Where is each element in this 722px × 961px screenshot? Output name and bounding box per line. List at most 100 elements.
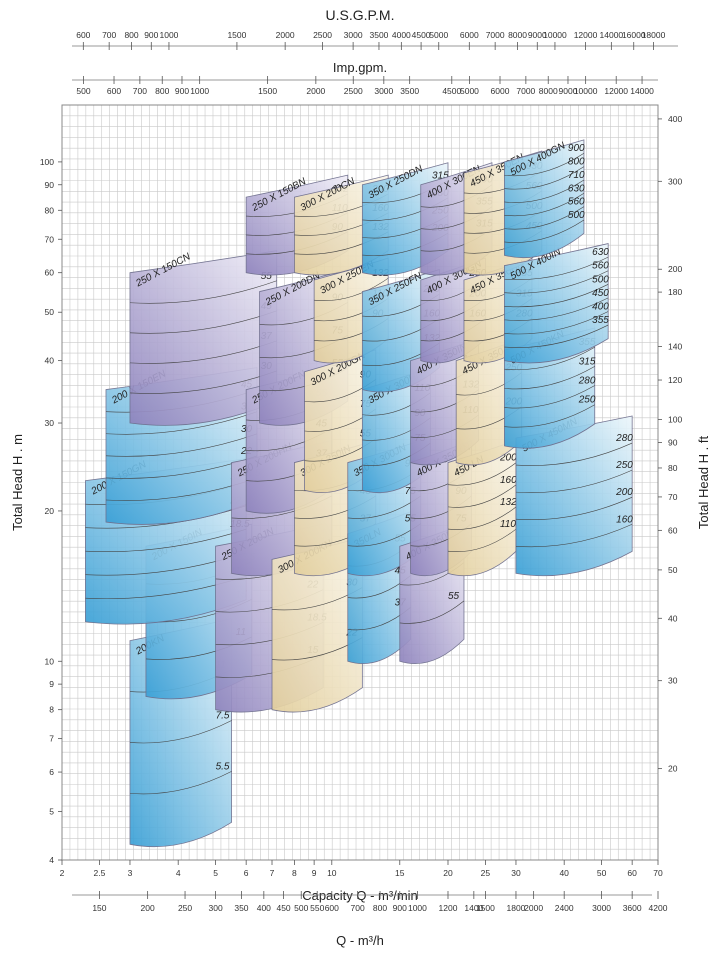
- impgpm-tick-label: 14000: [630, 86, 654, 96]
- impeller-curve: [447, 528, 517, 553]
- usgpm-tick-label: 16000: [622, 30, 646, 40]
- q-m3h-tick-label: 350: [234, 903, 248, 913]
- x-tick-label: 15: [395, 868, 405, 878]
- impeller-label: 55: [261, 271, 273, 282]
- y-left-tick-label: 80: [45, 205, 55, 215]
- usgpm-tick-label: 10000: [543, 30, 567, 40]
- impgpm-tick-label: 900: [175, 86, 189, 96]
- impeller-label: 315: [432, 170, 449, 181]
- y-right-tick-label: 20: [668, 764, 678, 774]
- q-m3h-tick-label: 1400: [464, 903, 483, 913]
- x-tick-label: 3: [128, 868, 133, 878]
- x-tick-label: 50: [597, 868, 607, 878]
- impeller-curve: [504, 193, 585, 217]
- x-tick-label: 25: [481, 868, 491, 878]
- impeller-label: 160: [616, 514, 633, 525]
- impeller-curve: [504, 346, 595, 371]
- impgpm-tick-label: 2000: [306, 86, 325, 96]
- impeller-curve: [504, 152, 585, 177]
- region-area: [503, 243, 609, 364]
- q-m3h-tick-label: 2000: [524, 903, 543, 913]
- impgpm-tick-label: 12000: [604, 86, 628, 96]
- y-right-tick-label: 140: [668, 342, 682, 352]
- impeller-label: 200: [615, 487, 633, 498]
- usgpm-tick-label: 2000: [276, 30, 295, 40]
- q-m3h-tick-label: 1000: [408, 903, 427, 913]
- impeller-curve: [504, 297, 609, 321]
- usgpm-tick-label: 3500: [369, 30, 388, 40]
- q-m3h-tick-label: 700: [351, 903, 365, 913]
- impeller-label: 200: [499, 453, 517, 464]
- impgpm-tick-label: 3000: [374, 86, 393, 96]
- impeller-curve: [515, 469, 633, 493]
- y-right-tick-label: 80: [668, 463, 678, 473]
- impeller-label: 132: [500, 497, 517, 508]
- y-right-tick-label: 180: [668, 287, 682, 297]
- usgpm-tick-label: 900: [144, 30, 158, 40]
- x-tick-label: 8: [292, 868, 297, 878]
- impeller-label: 110: [500, 519, 516, 530]
- impeller-curve: [504, 166, 585, 190]
- x-tick-label: 40: [559, 868, 569, 878]
- x-tick-label: 2: [60, 868, 65, 878]
- impeller-label: 280: [578, 376, 596, 387]
- impeller-label: 500: [592, 274, 609, 285]
- impeller-curve: [399, 600, 465, 624]
- usgpm-tick-label: 1000: [159, 30, 178, 40]
- x-tick-label: 30: [511, 868, 521, 878]
- impgpm-tick-label: 5000: [460, 86, 479, 96]
- usgpm-tick-label: 18000: [642, 30, 666, 40]
- impeller-label: 800: [568, 157, 585, 168]
- x-axis-title: Capacity Q - m³/min: [302, 888, 418, 903]
- usgpm-tick-label: 14000: [600, 30, 624, 40]
- y-left-title: Total Head H . m: [10, 434, 25, 531]
- axes: 2 2.5 3 4 5 6 7 8 9 10 15 20 25 30 40 50 60 70 Capacity Q …: [10, 7, 711, 948]
- y-left-tick-label: 7: [49, 734, 54, 744]
- y-right-tick-label: 70: [668, 492, 678, 502]
- y-right-tick-label: 50: [668, 565, 678, 575]
- y-left-tick-label: 100: [40, 157, 54, 167]
- impeller-curve: [515, 523, 633, 548]
- q-m3h-tick-label: 400: [257, 903, 271, 913]
- y-left-tick-label: 50: [45, 307, 55, 317]
- q-m3h-tick-label: 800: [373, 903, 387, 913]
- impeller-label: 5.5: [216, 761, 230, 772]
- impeller-curve: [314, 277, 389, 302]
- usgpm-tick-label: 4000: [392, 30, 411, 40]
- impeller-label: 900: [568, 143, 585, 154]
- q-m3h-tick-label: 1200: [439, 903, 458, 913]
- impeller-label: 400: [592, 301, 609, 312]
- impeller-curve: [129, 720, 232, 744]
- impeller-curve: [504, 324, 609, 348]
- q-m3h-tick-label: 2400: [555, 903, 574, 913]
- y-left-tick-label: 40: [45, 356, 55, 366]
- impeller-curve: [447, 506, 517, 530]
- q-m3h-tick-label: 1500: [476, 903, 495, 913]
- x-tick-label: 70: [653, 868, 663, 878]
- impeller-curve: [515, 442, 633, 466]
- impeller-label: 710: [568, 170, 585, 181]
- q-m3h-tick-label: 900: [393, 903, 407, 913]
- impeller-curve: [515, 496, 633, 520]
- usgpm-tick-label: 8000: [508, 30, 527, 40]
- impgpm-tick-label: 10000: [574, 86, 598, 96]
- y-right-tick-label: 120: [668, 375, 682, 385]
- q-m3h-tick-label: 450: [276, 903, 290, 913]
- impeller-curve: [447, 462, 517, 486]
- y-left-tick-label: 4: [49, 855, 54, 865]
- y-right-tick-label: 100: [668, 415, 682, 425]
- usgpm-title: U.S.G.P.M.: [326, 7, 395, 23]
- impeller-curve: [447, 484, 517, 508]
- impeller-curve: [504, 404, 595, 428]
- y-left-tick-label: 9: [49, 679, 54, 689]
- y-right-title: Total Head H . ft: [696, 436, 711, 530]
- y-right-tick-label: 90: [668, 437, 678, 447]
- impeller-label: 250: [615, 460, 633, 471]
- impeller-label: 630: [568, 183, 585, 194]
- q-m3h-tick-label: 3600: [623, 903, 642, 913]
- q-m3h-tick-label: 1800: [507, 903, 526, 913]
- usgpm-tick-label: 4500: [412, 30, 431, 40]
- y-right-tick-label: 60: [668, 525, 678, 535]
